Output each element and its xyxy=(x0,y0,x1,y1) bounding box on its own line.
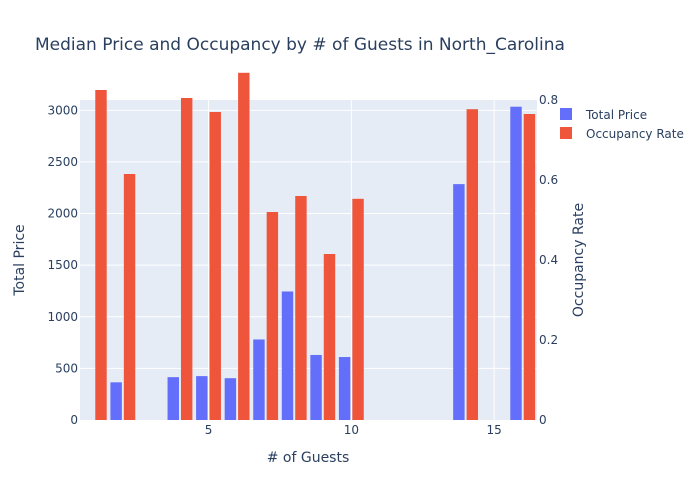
bar-price-9 xyxy=(310,354,322,420)
legend-label-total-price: Total Price xyxy=(585,108,647,122)
legend-item-total-price[interactable]: Total Price xyxy=(560,108,647,122)
bar-occupancy-2 xyxy=(123,174,136,420)
y-tick-label: 2500 xyxy=(47,155,78,169)
y2-tick-label: 0.2 xyxy=(539,333,558,347)
y2-axis-label: Occupancy Rate xyxy=(571,203,587,317)
y-tick-label: 2000 xyxy=(47,207,78,221)
bar-occupancy-4 xyxy=(180,98,193,420)
bar-occupancy-5 xyxy=(209,112,221,420)
bar-price-2 xyxy=(110,382,122,420)
y-tick-label: 0 xyxy=(70,413,78,427)
bar-occupancy-10 xyxy=(352,198,364,420)
legend-swatch-occupancy-rate xyxy=(560,127,572,139)
bar-price-14 xyxy=(453,184,465,420)
y-tick-label: 500 xyxy=(55,361,78,375)
x-axis-label: # of Guests xyxy=(267,450,350,466)
bar-price-6 xyxy=(224,378,237,420)
grid-layer xyxy=(80,100,537,420)
y-tick-label: 1000 xyxy=(47,310,78,324)
bar-price-5 xyxy=(196,376,208,420)
y2-tick-label: 0 xyxy=(539,413,547,427)
y2-tick-label: 0.4 xyxy=(539,253,558,267)
bars-layer xyxy=(95,72,536,421)
legend[interactable]: Total Price Occupancy Rate xyxy=(560,108,684,141)
x-tick-label: 15 xyxy=(487,423,502,437)
bar-occupancy-6 xyxy=(238,72,250,421)
x-tick-label: 5 xyxy=(205,423,213,437)
bar-price-7 xyxy=(253,339,265,420)
bar-occupancy-7 xyxy=(266,212,279,420)
bar-occupancy-16 xyxy=(523,114,536,420)
legend-item-occupancy-rate[interactable]: Occupancy Rate xyxy=(560,127,684,141)
y-axis-label: Total Price xyxy=(12,224,28,296)
bar-price-16 xyxy=(510,106,522,420)
x-tick-label: 10 xyxy=(344,423,359,437)
y-tick-label: 3000 xyxy=(47,103,78,117)
y-tick-label: 1500 xyxy=(47,258,78,272)
legend-label-occupancy-rate: Occupancy Rate xyxy=(586,127,684,141)
y2-tick-label: 0.6 xyxy=(539,173,558,187)
bar-occupancy-8 xyxy=(295,196,307,420)
bar-price-8 xyxy=(281,291,294,420)
y2-tick-label: 0.8 xyxy=(539,93,558,107)
axis-layer: 5 10 15 0 500 1000 1500 2000 2500 3000 0 0.2 0.4 0.6 0… xyxy=(47,93,558,437)
bar-price-10 xyxy=(338,357,351,420)
bar-occupancy-9 xyxy=(323,254,336,420)
bar-price-4 xyxy=(167,377,179,420)
chart-title: Median Price and Occupancy by # of Guest… xyxy=(35,35,565,55)
bar-occupancy-1 xyxy=(95,90,107,420)
bar-occupancy-14 xyxy=(466,109,479,420)
legend-swatch-total-price xyxy=(560,108,572,120)
